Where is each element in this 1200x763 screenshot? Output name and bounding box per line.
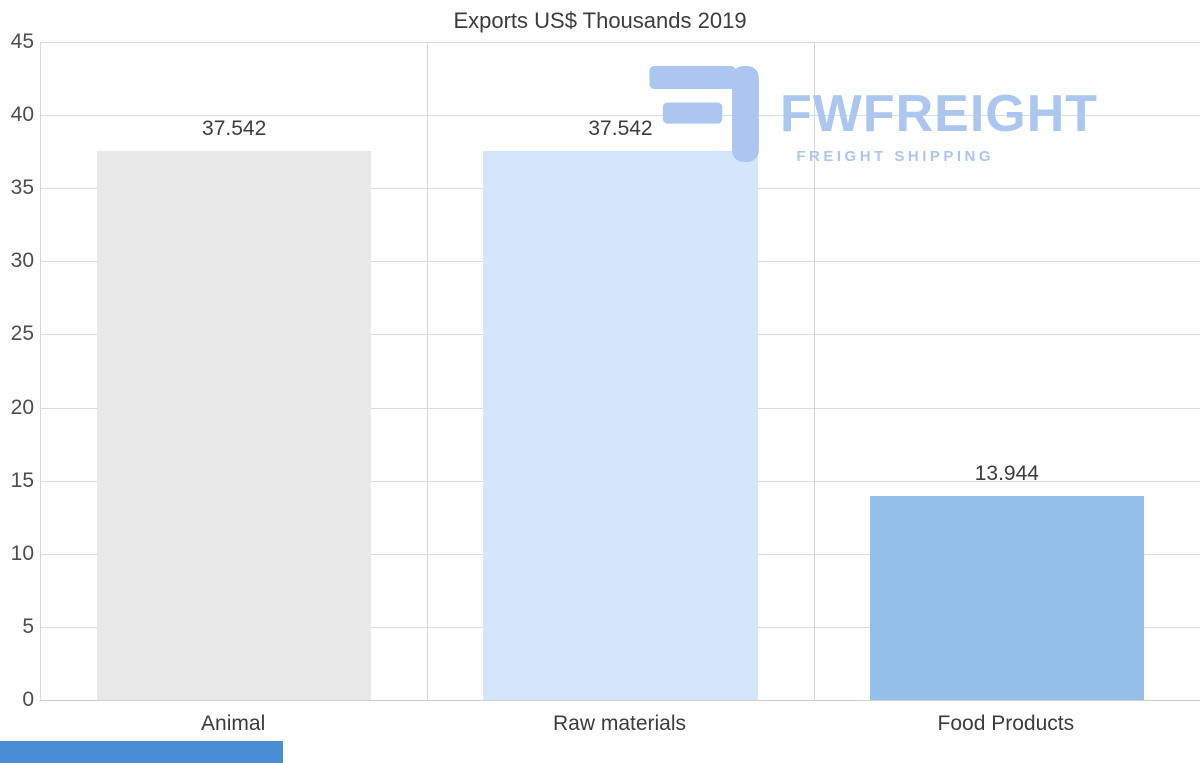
y-axis-tick-label: 25 (10, 322, 34, 346)
x-axis-label: Animal (201, 712, 266, 735)
chart-title: Exports US$ Thousands 2019 (453, 8, 747, 33)
y-axis-tick-label: 45 (10, 30, 34, 53)
y-axis-tick-label: 35 (10, 176, 34, 200)
gridline-vertical (427, 42, 429, 700)
y-axis-tick-label: 20 (10, 395, 34, 419)
x-axis-label: Raw materials (552, 712, 687, 735)
gridline-vertical (813, 42, 815, 700)
gridline-horizontal (41, 115, 1200, 117)
y-axis-tick-label: 5 (22, 614, 34, 638)
bar (97, 151, 372, 700)
x-axis-label: Food Products (937, 712, 1075, 735)
bar (869, 496, 1144, 700)
plot-area: 37.542 37.542 13.944 (40, 42, 1200, 701)
y-axis-tick-label: 40 (10, 103, 34, 127)
y-axis-tick-label: 10 (10, 541, 34, 565)
y-axis-tick-label: 15 (10, 468, 34, 492)
y-axis-tick-label: 30 (10, 249, 34, 273)
y-axis-tick-label: 0 (22, 688, 34, 711)
bar (483, 151, 758, 700)
bar-value-label: 37.542 (588, 117, 653, 141)
gridline-horizontal (41, 42, 1200, 43)
bar-value-label: 13.944 (974, 462, 1039, 486)
bar-value-label: 37.542 (202, 117, 267, 141)
bottom-strip (0, 741, 283, 763)
